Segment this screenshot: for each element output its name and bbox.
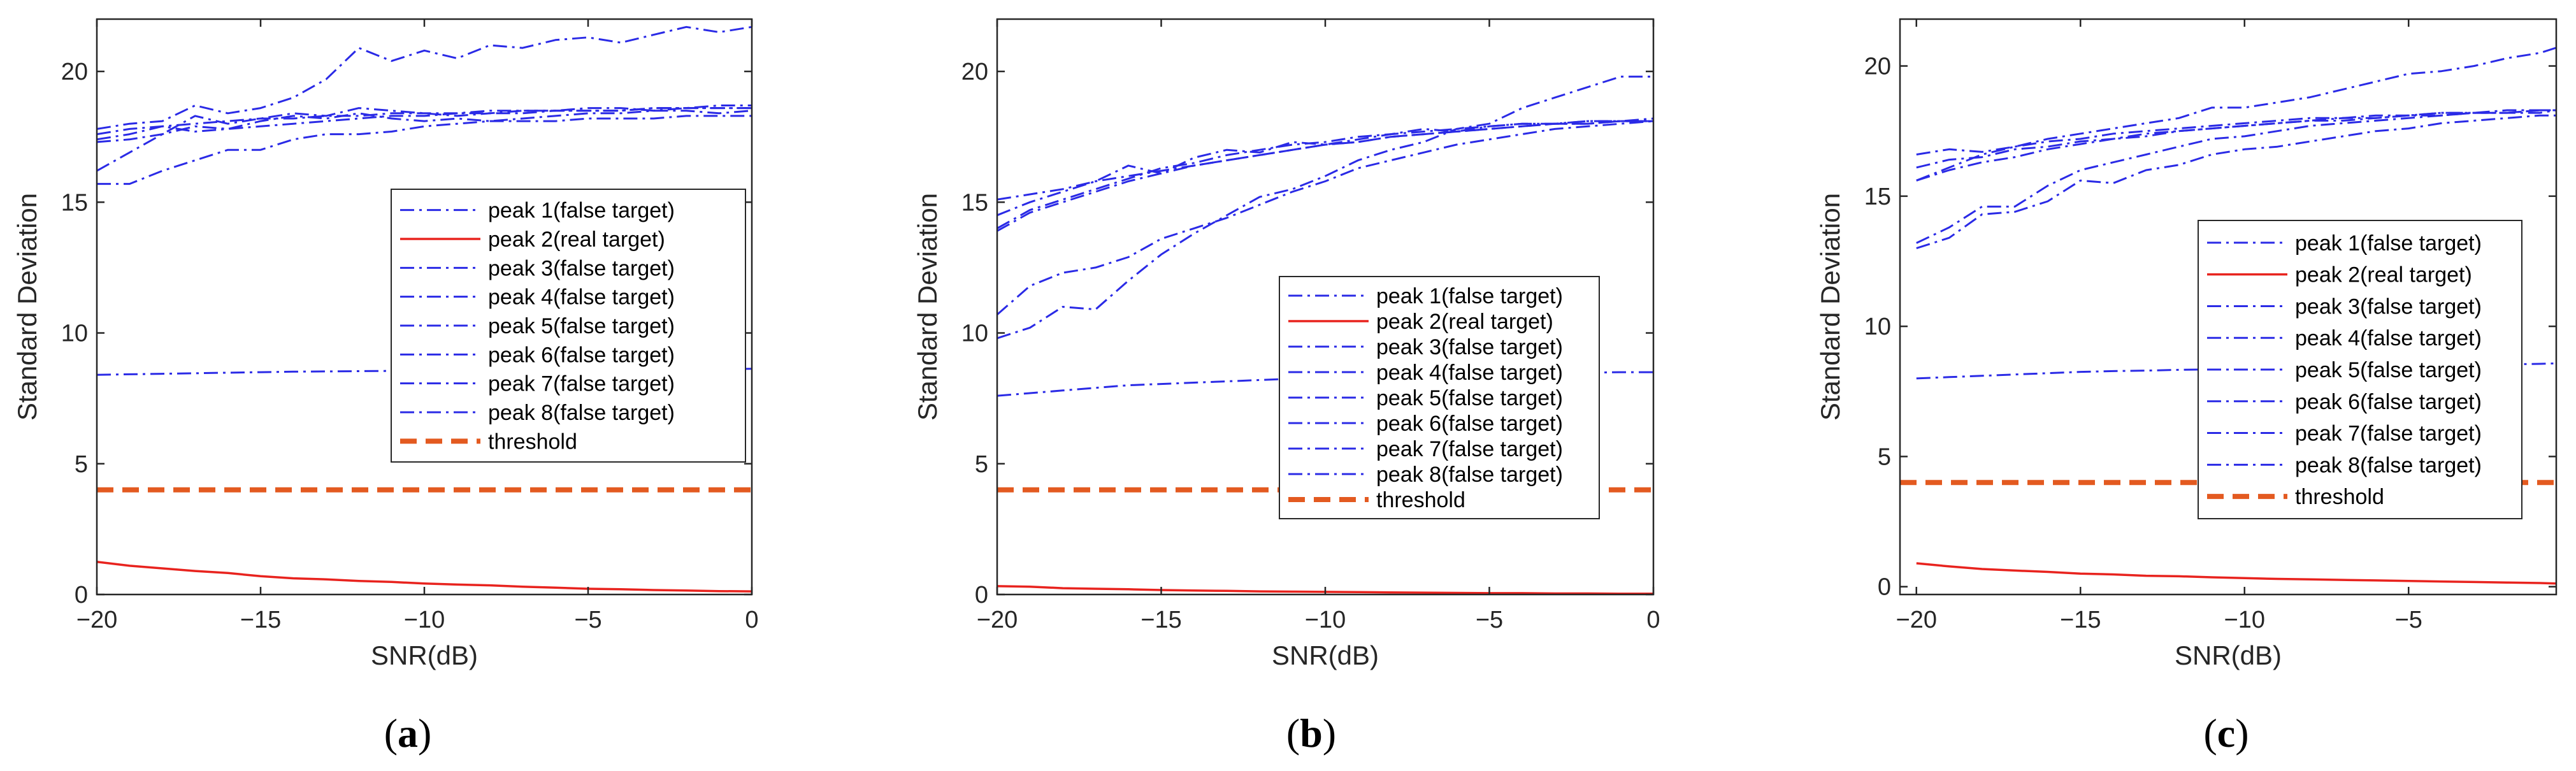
- series-line-4: [1916, 109, 2556, 244]
- legend-entry-7: peak 7(false target): [488, 372, 675, 396]
- chart-panel-a: −20 −15 −10 −5 0 0 5 10 15 20 SNR(dB) Standard Devi…: [12, 18, 759, 756]
- x-tick-label: −20: [1896, 607, 1937, 633]
- legend-entry-1: peak 1(false target): [488, 199, 675, 223]
- y-tick-label: 0: [975, 582, 988, 609]
- legend-box: [1279, 276, 1600, 519]
- y-tick-label: 10: [961, 321, 988, 347]
- y-tick-label: 5: [975, 451, 988, 478]
- legend-entry-7: peak 7(false target): [1376, 437, 1563, 461]
- legend-entry-9: threshold: [1376, 488, 1465, 512]
- series-line-6: [1916, 109, 2556, 169]
- series-line-5: [997, 117, 1653, 229]
- y-tick-label: 5: [1878, 443, 1891, 470]
- panel-caption: (b): [1286, 710, 1336, 756]
- legend-entry-9: threshold: [2295, 485, 2384, 509]
- legend-entry-6: peak 6(false target): [1376, 412, 1563, 436]
- x-tick-label: −10: [2224, 607, 2265, 633]
- legend: peak 1(false target) peak 2(real target) p…: [391, 189, 746, 463]
- legend-entry-5: peak 5(false target): [488, 314, 675, 338]
- y-tick-label: 10: [61, 321, 88, 347]
- legend: peak 1(false target) peak 2(real target) p…: [2198, 220, 2522, 519]
- x-tick-label: 0: [1646, 607, 1660, 633]
- x-axis-label: SNR(dB): [2175, 640, 2282, 670]
- y-tick-label: 0: [75, 582, 88, 609]
- legend-entry-4: peak 4(false target): [1376, 361, 1563, 385]
- legend-entry-8: peak 8(false target): [2295, 453, 2482, 477]
- y-axis-label: Standard Deviation: [912, 193, 942, 421]
- x-tick-label: −5: [574, 607, 601, 633]
- legend-entry-8: peak 8(false target): [1376, 463, 1563, 487]
- x-tick-label: −10: [404, 607, 445, 633]
- legend-entry-5: peak 5(false target): [2295, 358, 2482, 382]
- series-line-2: [1916, 562, 2556, 585]
- y-tick-label: 10: [1864, 313, 1891, 340]
- x-axis-label: SNR(dB): [1272, 640, 1379, 670]
- x-tick-label: −20: [977, 607, 1018, 633]
- x-tick-label: −20: [76, 607, 117, 633]
- chart-panel-c: −20 −15 −10 −5 0 5 10 15 20 SNR(dB) Standard Devia…: [1815, 18, 2558, 756]
- x-tick-label: −15: [1140, 607, 1181, 633]
- legend-entry-3: peak 3(false target): [1376, 335, 1563, 359]
- legend: peak 1(false target)peak 2(real target)p…: [1279, 276, 1600, 519]
- series-line-6: [97, 107, 752, 136]
- series-line-1: [97, 25, 752, 130]
- panel-caption: (a): [384, 710, 432, 756]
- series-line-7: [997, 120, 1653, 201]
- legend-entry-6: peak 6(false target): [2295, 390, 2482, 414]
- x-axis-label: SNR(dB): [371, 640, 478, 670]
- legend-entry-2: peak 2(real target): [488, 227, 665, 252]
- legend-entry-7: peak 7(false target): [2295, 422, 2482, 446]
- y-tick-label: 20: [61, 59, 88, 85]
- series-group: [97, 25, 752, 593]
- x-tick-label: 0: [745, 607, 758, 633]
- legend-entry-3: peak 3(false target): [488, 256, 675, 280]
- y-axis-label: Standard Deviation: [12, 193, 42, 421]
- legend-entry-1: peak 1(false target): [2295, 231, 2482, 256]
- y-tick-label: 20: [961, 59, 988, 85]
- legend-box: [391, 189, 746, 463]
- y-tick-label: 15: [961, 189, 988, 216]
- series-line-7: [1916, 109, 2556, 155]
- legend-entry-2: peak 2(real target): [2295, 263, 2472, 287]
- legend-box: [2198, 220, 2522, 519]
- legend-entry-4: peak 4(false target): [2295, 326, 2482, 350]
- series-line-5: [97, 115, 752, 185]
- y-tick-label: 15: [1864, 184, 1891, 210]
- legend-entry-2: peak 2(real target): [1376, 310, 1553, 334]
- chart-panel-b: −20 −15 −10 −5 0 0 5 10 15 20 SNR(dB) Standard Devi…: [912, 18, 1660, 756]
- series-line-1: [997, 75, 1653, 340]
- series-line-6: [997, 120, 1653, 217]
- x-tick-label: −10: [1305, 607, 1346, 633]
- x-tick-label: −5: [1476, 607, 1503, 633]
- y-axis-label: Standard Deviation: [1815, 193, 1845, 421]
- panel-caption: (c): [2203, 710, 2249, 756]
- x-tick-label: −15: [2060, 607, 2101, 633]
- x-tick-label: −5: [2395, 607, 2422, 633]
- series-line-7: [97, 110, 752, 141]
- legend-entry-1: peak 1(false target): [1376, 284, 1563, 308]
- legend-entry-4: peak 4(false target): [488, 285, 675, 310]
- y-tick-label: 0: [1878, 574, 1891, 601]
- series-line-2: [97, 560, 752, 593]
- y-tick-label: 5: [75, 451, 88, 478]
- y-tick-label: 15: [61, 189, 88, 216]
- axes-box: [1899, 18, 2558, 596]
- legend-entry-8: peak 8(false target): [488, 401, 675, 425]
- y-tick-label: 20: [1864, 54, 1891, 80]
- x-tick-label: −15: [240, 607, 281, 633]
- legend-entry-9: threshold: [488, 429, 577, 454]
- legend-entry-6: peak 6(false target): [488, 343, 675, 367]
- series-line-3: [1916, 114, 2556, 250]
- legend-entry-5: peak 5(false target): [1376, 386, 1563, 410]
- series-line-3: [997, 120, 1653, 315]
- legend-entry-3: peak 3(false target): [2295, 294, 2482, 319]
